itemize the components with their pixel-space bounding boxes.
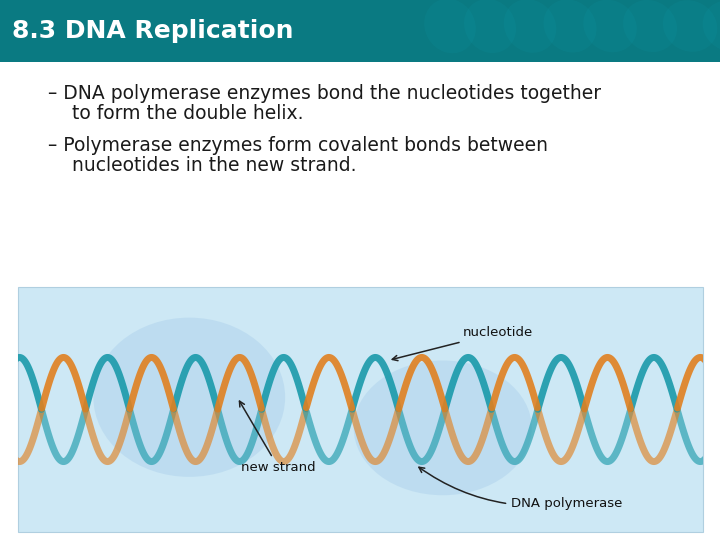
Text: new strand: new strand	[240, 401, 315, 474]
Text: nucleotide: nucleotide	[392, 326, 534, 361]
Bar	[18, 287, 703, 532]
Ellipse shape	[623, 0, 677, 52]
Text: to form the double helix.: to form the double helix.	[48, 104, 304, 123]
Ellipse shape	[544, 0, 596, 52]
Ellipse shape	[583, 0, 636, 52]
Text: – Polymerase enzymes form covalent bonds between: – Polymerase enzymes form covalent bonds…	[48, 136, 548, 155]
Text: nucleotides in the new strand.: nucleotides in the new strand.	[48, 156, 356, 175]
Ellipse shape	[354, 361, 532, 495]
Ellipse shape	[424, 0, 476, 53]
Text: 8.3 DNA Replication: 8.3 DNA Replication	[12, 19, 294, 43]
Ellipse shape	[94, 318, 285, 477]
Ellipse shape	[464, 0, 516, 53]
Ellipse shape	[504, 0, 557, 53]
Ellipse shape	[703, 1, 720, 51]
Bar	[0, 0, 720, 62]
Text: – DNA polymerase enzymes bond the nucleotides together: – DNA polymerase enzymes bond the nucleo…	[48, 84, 601, 103]
Ellipse shape	[663, 0, 717, 52]
Text: DNA polymerase: DNA polymerase	[419, 467, 623, 510]
